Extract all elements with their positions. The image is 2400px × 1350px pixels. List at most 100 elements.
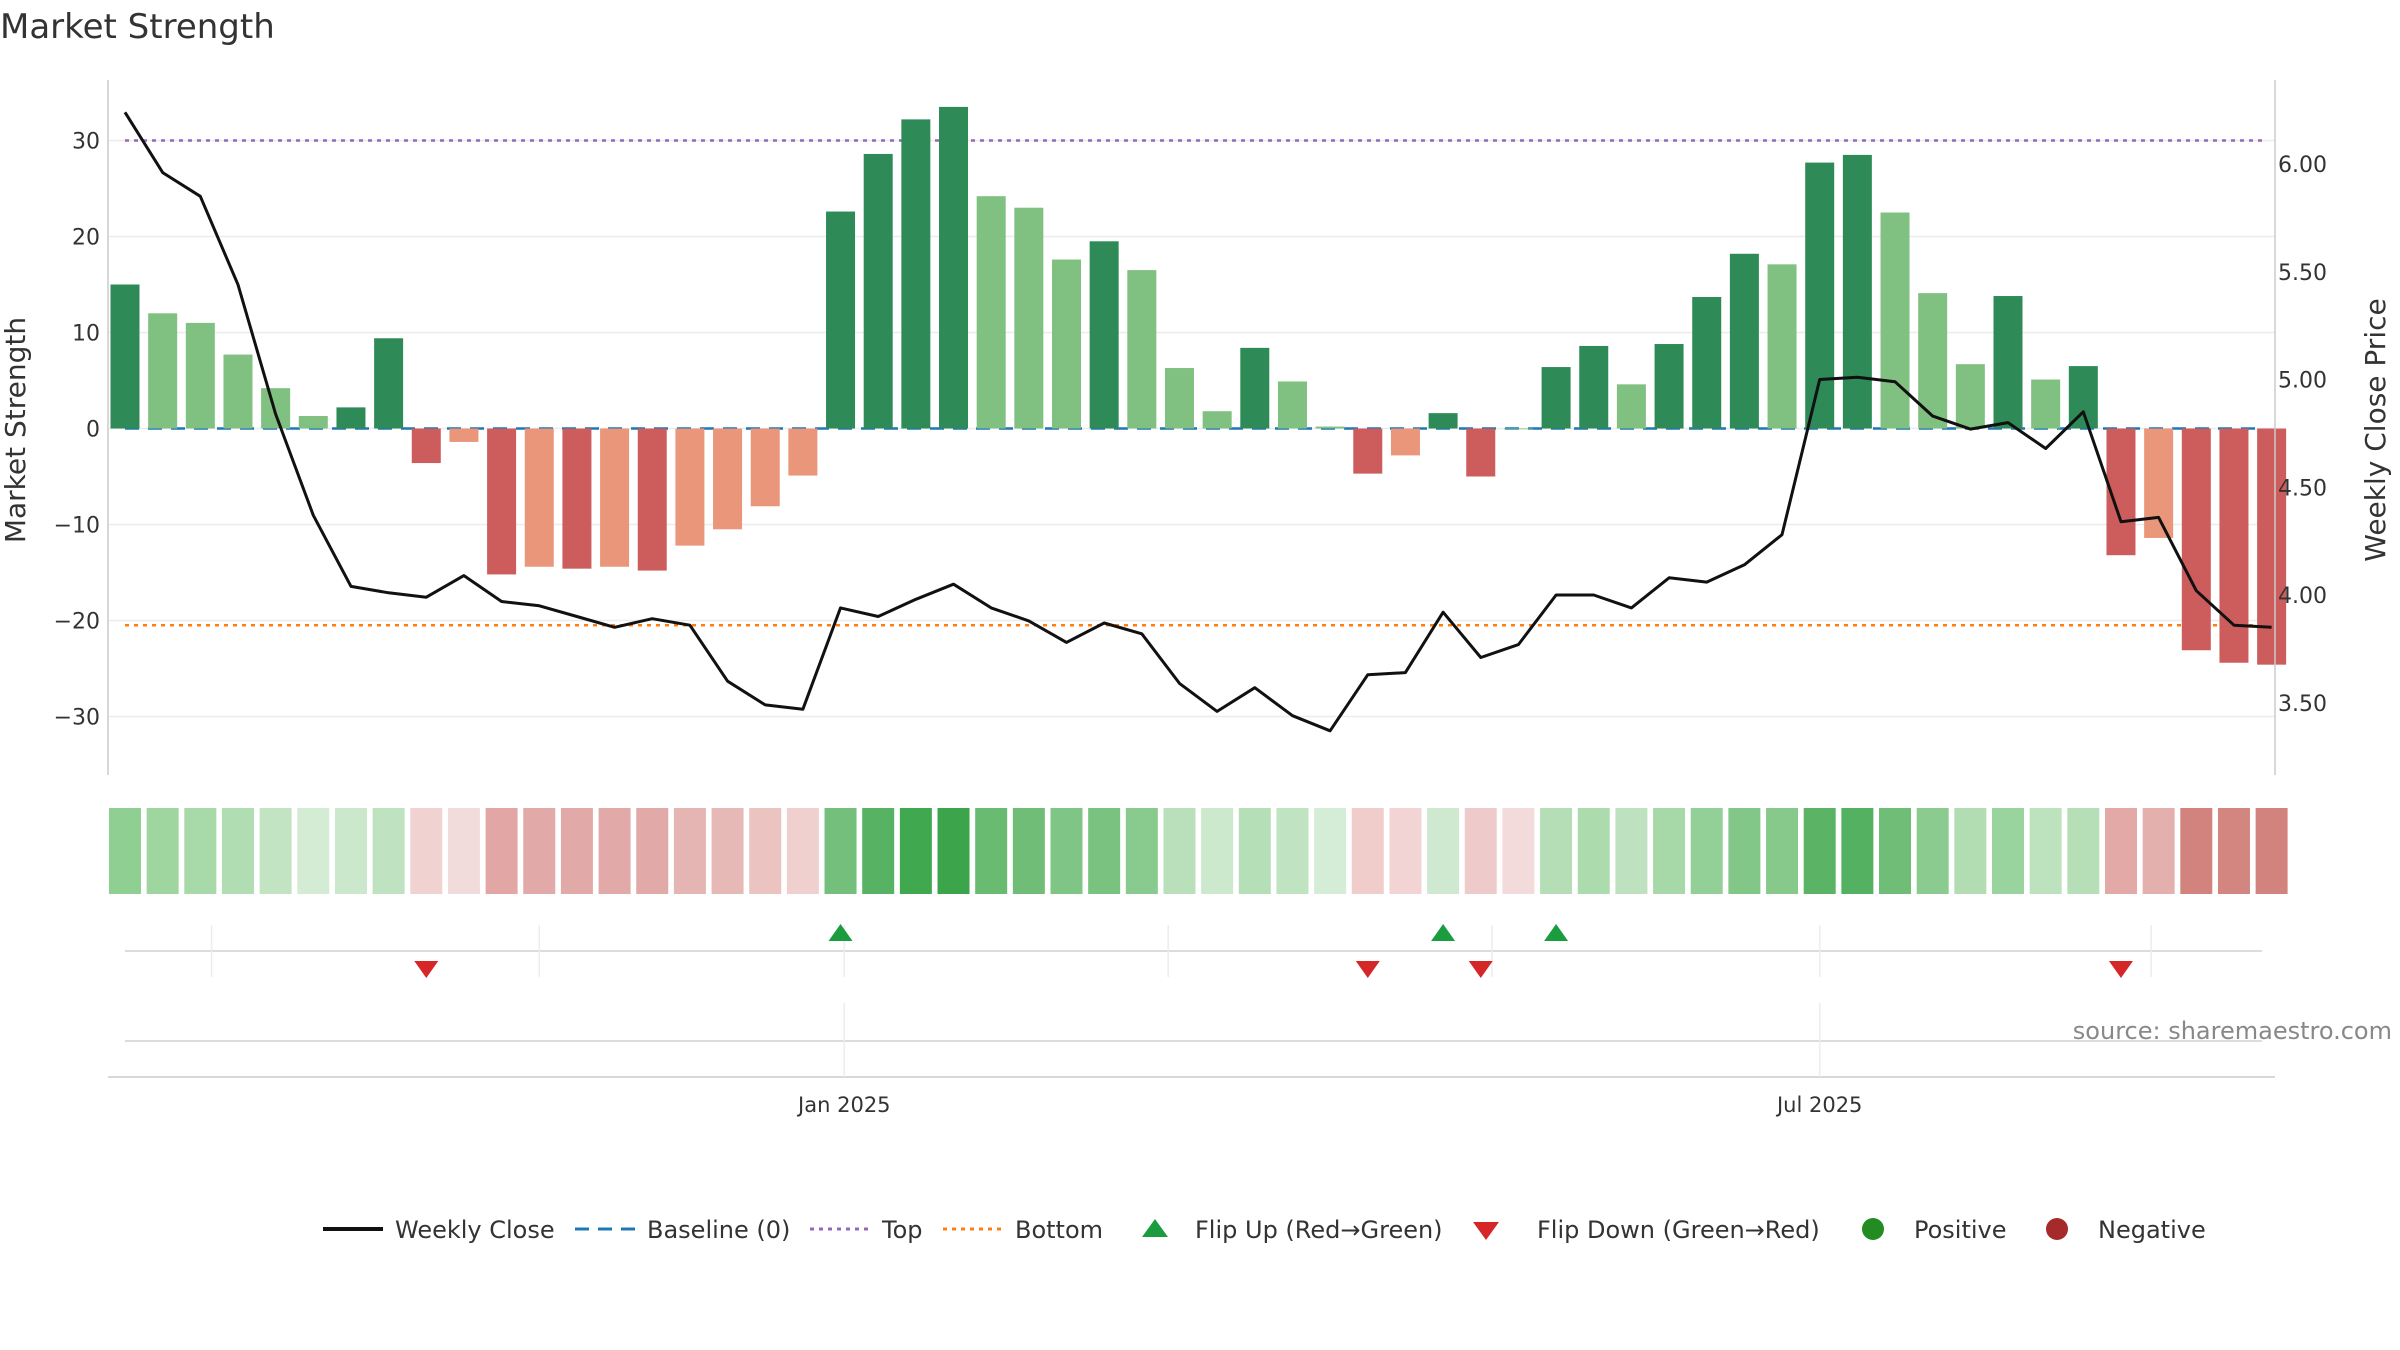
- heat-cell: [1540, 808, 1573, 894]
- y-right-tick-label: 4.00: [2278, 584, 2327, 609]
- flip-up-marker: [828, 924, 853, 941]
- legend-negative-icon: [2046, 1218, 2068, 1240]
- flip-markers-row: [125, 924, 2262, 978]
- heat-cell: [1728, 808, 1761, 894]
- flip-up-marker: [1431, 924, 1456, 941]
- strength-bar: [1993, 296, 2023, 429]
- heat-cell: [1351, 808, 1384, 894]
- heat-cell: [1766, 808, 1799, 894]
- heat-cell: [1577, 808, 1610, 894]
- strength-bar: [1541, 367, 1571, 429]
- heat-cell: [2217, 808, 2250, 894]
- legend-flip-down: Flip Down (Green→Red): [1537, 1216, 1820, 1244]
- legend-negative: Negative: [2098, 1216, 2206, 1244]
- x-tick-label: Jan 2025: [796, 1093, 891, 1117]
- heat-cell: [1238, 808, 1271, 894]
- heat-cell: [1427, 808, 1460, 894]
- strength-bar: [1767, 264, 1797, 429]
- strength-bar: [1692, 296, 1722, 429]
- x-axis-ticks: Jan 2025 Jul 2025: [108, 1003, 2275, 1117]
- strength-bar: [1127, 270, 1157, 429]
- chart-title: Market Strength: [0, 7, 275, 47]
- strength-bar: [562, 428, 592, 569]
- strength-bar: [110, 284, 140, 429]
- strength-bar: [1240, 347, 1270, 429]
- heat-cell: [1012, 808, 1045, 894]
- heat-cell: [1502, 808, 1535, 894]
- legend-flip-up-icon: [1142, 1219, 1168, 1237]
- heat-cell: [1389, 808, 1422, 894]
- heat-cell: [523, 808, 556, 894]
- heat-cell: [2067, 808, 2100, 894]
- strength-bar: [411, 428, 441, 464]
- strength-bar: [2181, 428, 2211, 651]
- strength-bar: [1428, 413, 1458, 429]
- strength-bar: [487, 428, 517, 575]
- y-left-tick-label: −10: [54, 514, 100, 539]
- strength-bar: [939, 106, 969, 429]
- source-label: source: sharemaestro.com: [2073, 1017, 2392, 1045]
- strength-bar: [1277, 381, 1307, 429]
- y-axis-right-label: Weekly Close Price: [2359, 298, 2392, 561]
- heat-cell: [1201, 808, 1234, 894]
- heat-cell: [221, 808, 254, 894]
- heat-cell: [1916, 808, 1949, 894]
- heat-cell: [560, 808, 593, 894]
- y-axis-left-label: Market Strength: [0, 317, 32, 543]
- heat-cell: [259, 808, 292, 894]
- strength-bar: [1503, 428, 1533, 430]
- strength-bar: [261, 388, 291, 429]
- strength-bar: [1579, 345, 1609, 429]
- heat-cell: [109, 808, 141, 894]
- heat-cell: [862, 808, 895, 894]
- heat-cell: [2029, 808, 2062, 894]
- axes: 30 20 10 0 −10 −20 −30 6.00 5.50 5.00 4.50 4.00 3.50: [54, 80, 2327, 775]
- strength-bar: [2068, 366, 2098, 429]
- strength-bar: [1955, 364, 1985, 429]
- legend-flip-down-icon: [1473, 1222, 1499, 1240]
- legend-baseline: Baseline (0): [647, 1216, 790, 1244]
- y-right-tick-label: 5.50: [2278, 261, 2327, 286]
- strength-bar: [713, 428, 743, 530]
- strength-bar: [1164, 368, 1194, 429]
- heat-cell: [2142, 808, 2175, 894]
- y-left-tick-label: −30: [54, 706, 100, 731]
- heat-cell: [2180, 808, 2213, 894]
- legend-weekly-close: Weekly Close: [395, 1216, 555, 1244]
- heat-cell: [1163, 808, 1196, 894]
- flip-down-marker: [1355, 961, 1380, 978]
- x-tick-label: Jul 2025: [1775, 1093, 1862, 1117]
- heat-cell: [1050, 808, 1083, 894]
- strength-bar: [1729, 253, 1759, 429]
- y-left-tick-label: 10: [72, 322, 100, 347]
- strength-bar: [524, 428, 554, 567]
- strength-bar: [1654, 344, 1684, 429]
- y-left-tick-label: 30: [72, 130, 100, 155]
- heat-cell: [899, 808, 932, 894]
- strength-bar: [1466, 428, 1496, 477]
- flip-down-marker: [1468, 961, 1493, 978]
- strength-bar: [2219, 428, 2249, 663]
- strength-bar: [148, 313, 178, 429]
- strength-bar: [223, 354, 253, 429]
- heat-cell: [1803, 808, 1836, 894]
- heat-cell: [1088, 808, 1121, 894]
- strength-bar: [1880, 212, 1910, 429]
- heat-cell: [1954, 808, 1987, 894]
- weekly-close-line: [123, 111, 2272, 733]
- strength-bar: [1052, 259, 1081, 429]
- heat-cell: [1879, 808, 1912, 894]
- y-right-tick-label: 3.50: [2278, 692, 2327, 717]
- strength-bar: [976, 196, 1006, 429]
- heat-cell: [824, 808, 857, 894]
- flip-up-marker: [1544, 924, 1569, 941]
- strength-bar: [750, 428, 780, 507]
- heat-cell: [1841, 808, 1874, 894]
- strength-bar: [1805, 162, 1835, 429]
- strength-bar: [2257, 428, 2287, 665]
- strength-bar: [185, 322, 215, 429]
- heat-cell: [372, 808, 405, 894]
- heat-cell: [937, 808, 970, 894]
- y-left-tick-label: 0: [86, 418, 100, 443]
- strength-bar: [1390, 428, 1420, 456]
